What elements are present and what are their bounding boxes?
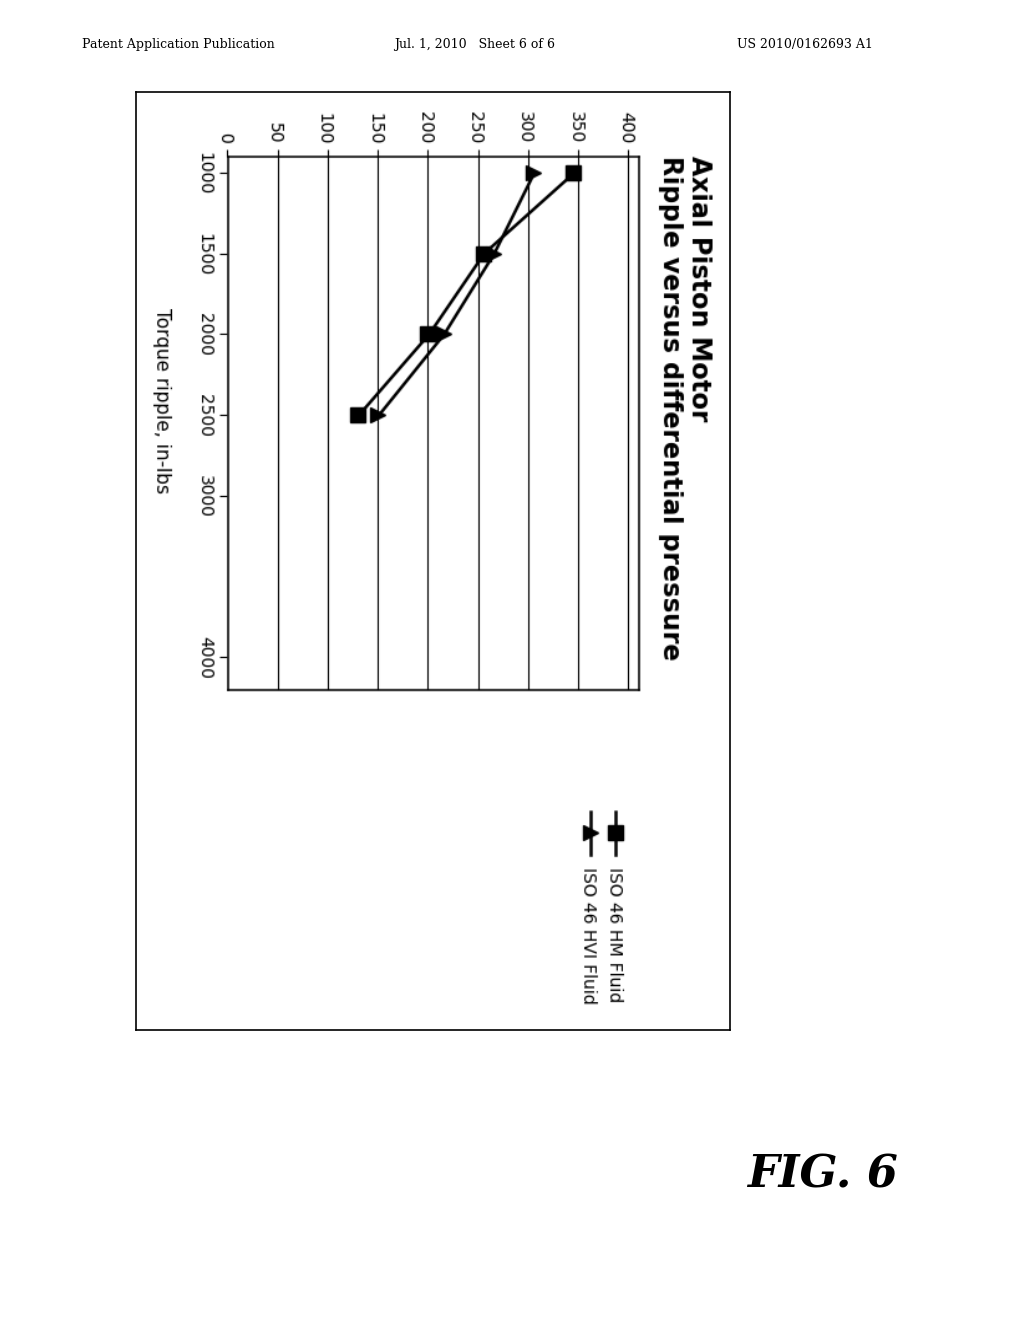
Text: FIG. 6: FIG. 6 (748, 1154, 898, 1197)
Text: US 2010/0162693 A1: US 2010/0162693 A1 (737, 37, 873, 50)
Text: Patent Application Publication: Patent Application Publication (82, 37, 274, 50)
Text: Jul. 1, 2010   Sheet 6 of 6: Jul. 1, 2010 Sheet 6 of 6 (394, 37, 555, 50)
